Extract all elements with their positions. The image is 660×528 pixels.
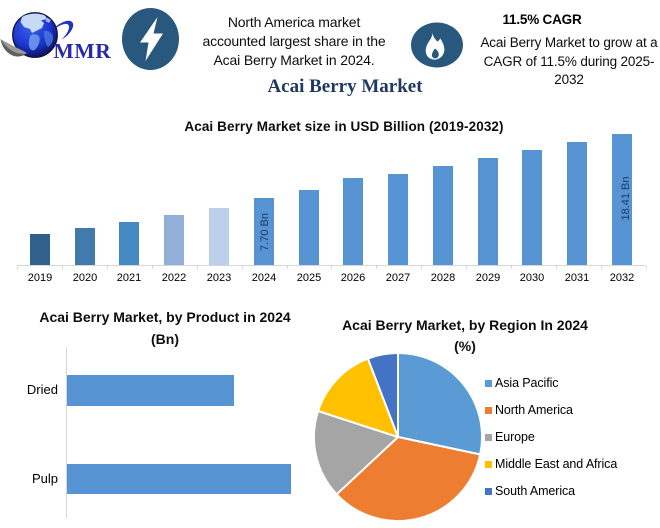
- svg-text:18.41 Bn: 18.41 Bn: [620, 176, 632, 220]
- svg-text:7.70 Bn: 7.70 Bn: [259, 213, 271, 251]
- svg-text:MMR: MMR: [54, 39, 112, 63]
